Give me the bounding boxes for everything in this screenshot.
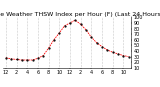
Title: Milwaukee Weather THSW Index per Hour (F) (Last 24 Hours): Milwaukee Weather THSW Index per Hour (F… <box>0 12 160 17</box>
